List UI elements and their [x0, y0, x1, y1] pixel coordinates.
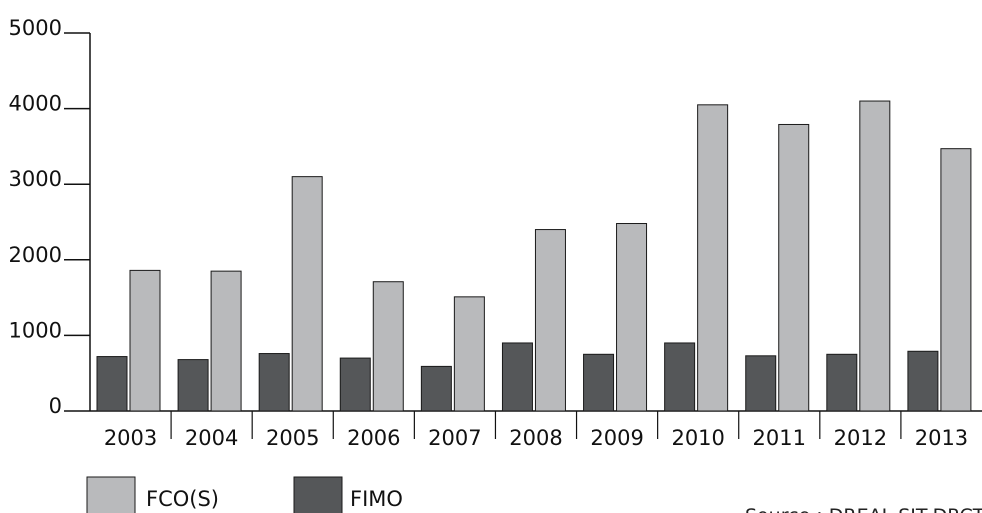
- x-tick-label: 2010: [671, 426, 724, 450]
- bar-fimo-2004: [177, 359, 209, 412]
- bars: [96, 100, 972, 412]
- bar-fco-s-2007: [453, 296, 485, 412]
- x-tick-label: 2013: [915, 426, 968, 450]
- bar-fimo-2013: [907, 350, 939, 412]
- legend: FCO(S) FIMO: [86, 476, 403, 513]
- x-axis: 2003 2004 2005 2006 2007 2008 2009 2010 2011 2012…: [90, 410, 982, 450]
- bar-fco-s-2006: [372, 281, 404, 412]
- y-axis: 0 1000 2000 3000 4000 5000: [9, 16, 91, 418]
- bar-fco-s-2011: [778, 123, 810, 412]
- bar-fimo-2011: [745, 355, 777, 412]
- bar-fco-s-2013: [940, 148, 972, 412]
- x-tick-label: 2005: [266, 426, 319, 450]
- bar-fimo-2012: [826, 353, 858, 412]
- bar-fco-s-2008: [534, 229, 566, 412]
- bar-fco-s-2012: [859, 100, 891, 412]
- y-tick-label: 5000: [9, 16, 62, 40]
- bar-fimo-2010: [664, 342, 696, 412]
- bar-fco-s-2009: [616, 223, 648, 412]
- x-tick-label: 2006: [347, 426, 400, 450]
- legend-label-fco-s: FCO(S): [146, 487, 219, 511]
- y-tick-label: 2000: [9, 243, 62, 267]
- source-note: Source : DREAL SIT-DRCT: [745, 505, 982, 513]
- bar-fimo-2005: [258, 353, 290, 412]
- bar-fimo-2006: [339, 357, 371, 412]
- bar-fco-s-2003: [129, 269, 161, 412]
- x-tick-label: 2011: [753, 426, 806, 450]
- x-tick-label: 2012: [834, 426, 887, 450]
- legend-label-fimo: FIMO: [350, 487, 403, 511]
- bar-fimo-2007: [420, 365, 452, 412]
- bar-fimo-2008: [501, 342, 533, 412]
- y-tick-label: 1000: [9, 318, 62, 342]
- y-tick-label: 3000: [9, 167, 62, 191]
- bar-fimo-2009: [583, 353, 615, 412]
- x-tick-label: 2007: [428, 426, 481, 450]
- y-tick-label: 0: [49, 394, 62, 418]
- bar-fco-s-2005: [291, 176, 323, 412]
- bar-fimo-2003: [96, 356, 128, 412]
- x-tick-label: 2009: [590, 426, 643, 450]
- x-tick-label: 2004: [185, 426, 238, 450]
- legend-swatch-fimo: [293, 476, 343, 513]
- legend-swatch-fco-s: [86, 476, 136, 513]
- y-tick-label: 4000: [9, 92, 62, 116]
- bar-fco-s-2004: [210, 270, 242, 412]
- x-tick-label: 2003: [104, 426, 157, 450]
- bar-fco-s-2010: [697, 104, 729, 412]
- x-tick-label: 2008: [509, 426, 562, 450]
